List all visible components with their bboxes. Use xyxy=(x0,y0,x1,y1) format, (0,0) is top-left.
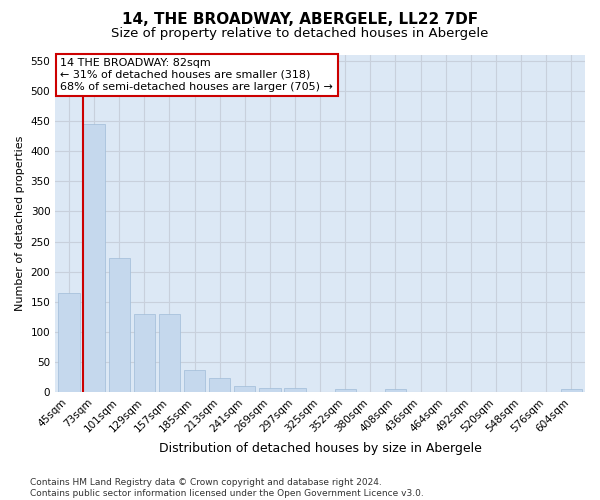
Bar xyxy=(234,386,256,392)
Bar xyxy=(159,314,180,392)
Bar xyxy=(83,124,105,392)
Y-axis label: Number of detached properties: Number of detached properties xyxy=(15,136,25,311)
Bar xyxy=(560,389,582,392)
Text: 14, THE BROADWAY, ABERGELE, LL22 7DF: 14, THE BROADWAY, ABERGELE, LL22 7DF xyxy=(122,12,478,28)
Text: Contains HM Land Registry data © Crown copyright and database right 2024.
Contai: Contains HM Land Registry data © Crown c… xyxy=(30,478,424,498)
Bar xyxy=(209,378,230,392)
Text: Size of property relative to detached houses in Abergele: Size of property relative to detached ho… xyxy=(112,28,488,40)
Bar xyxy=(58,292,80,392)
Bar xyxy=(184,370,205,392)
Bar xyxy=(385,389,406,392)
Bar xyxy=(335,389,356,392)
X-axis label: Distribution of detached houses by size in Abergele: Distribution of detached houses by size … xyxy=(158,442,482,455)
Bar xyxy=(109,258,130,392)
Bar xyxy=(284,388,305,392)
Bar xyxy=(259,388,281,392)
Text: 14 THE BROADWAY: 82sqm
← 31% of detached houses are smaller (318)
68% of semi-de: 14 THE BROADWAY: 82sqm ← 31% of detached… xyxy=(61,58,334,92)
Bar xyxy=(134,314,155,392)
